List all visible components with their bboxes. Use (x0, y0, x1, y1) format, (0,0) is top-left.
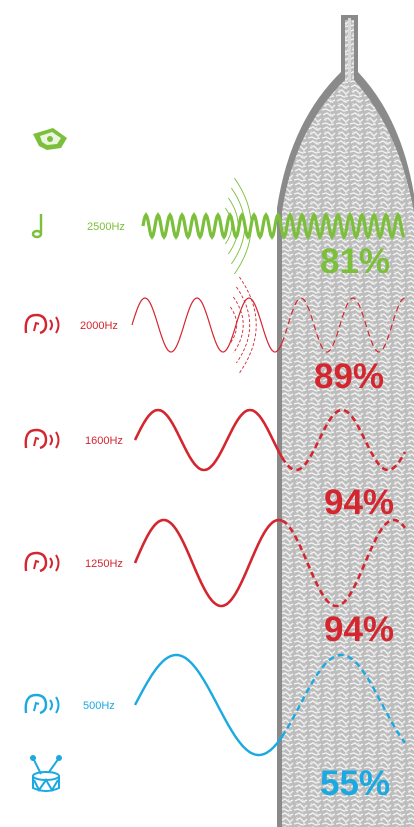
cross-section-panel (277, 15, 414, 827)
sound-wave-attenuated (280, 212, 406, 240)
sound-wave-incoming (133, 518, 283, 608)
attenuation-percent: 89% (314, 357, 384, 396)
attenuation-percent: 94% (324, 610, 394, 649)
wave-ripples (230, 276, 257, 374)
ear-icon (24, 693, 60, 715)
frequency-label: 2000Hz (80, 320, 118, 332)
attenuation-percent: 81% (320, 242, 390, 281)
frequency-row: 1600Hz 94% (24, 408, 407, 522)
wave-ripples (225, 177, 252, 275)
sound-wave-incoming (131, 297, 283, 353)
drum-icon (30, 755, 62, 792)
frequency-row: 500Hz 55% (24, 653, 406, 803)
frequency-label: 500Hz (83, 700, 115, 712)
ear-icon (24, 551, 60, 573)
attenuation-percent: 55% (320, 764, 390, 803)
frequency-row: 2500Hz 81% (31, 177, 406, 281)
ear-icon (24, 313, 60, 335)
sound-wave-attenuated (281, 297, 406, 353)
sound-wave-incoming (133, 408, 284, 472)
attenuation-percent: 94% (324, 483, 394, 522)
sound-wave-attenuated (281, 518, 407, 608)
sound-wave-attenuated (281, 653, 406, 744)
frequency-row: 1250Hz 94% (24, 518, 407, 649)
frequency-label: 1250Hz (85, 558, 123, 570)
frequency-row: 2000Hz 89% (24, 276, 406, 396)
music-note-icon (31, 214, 43, 239)
sound-wave-incoming (133, 653, 283, 757)
frequency-label: 1600Hz (85, 435, 123, 447)
sound-wave-incoming (141, 212, 284, 240)
sound-wave-attenuated (280, 408, 407, 472)
frequency-label: 2500Hz (87, 221, 125, 233)
whistle-icon (33, 128, 67, 150)
ear-icon (24, 428, 60, 450)
